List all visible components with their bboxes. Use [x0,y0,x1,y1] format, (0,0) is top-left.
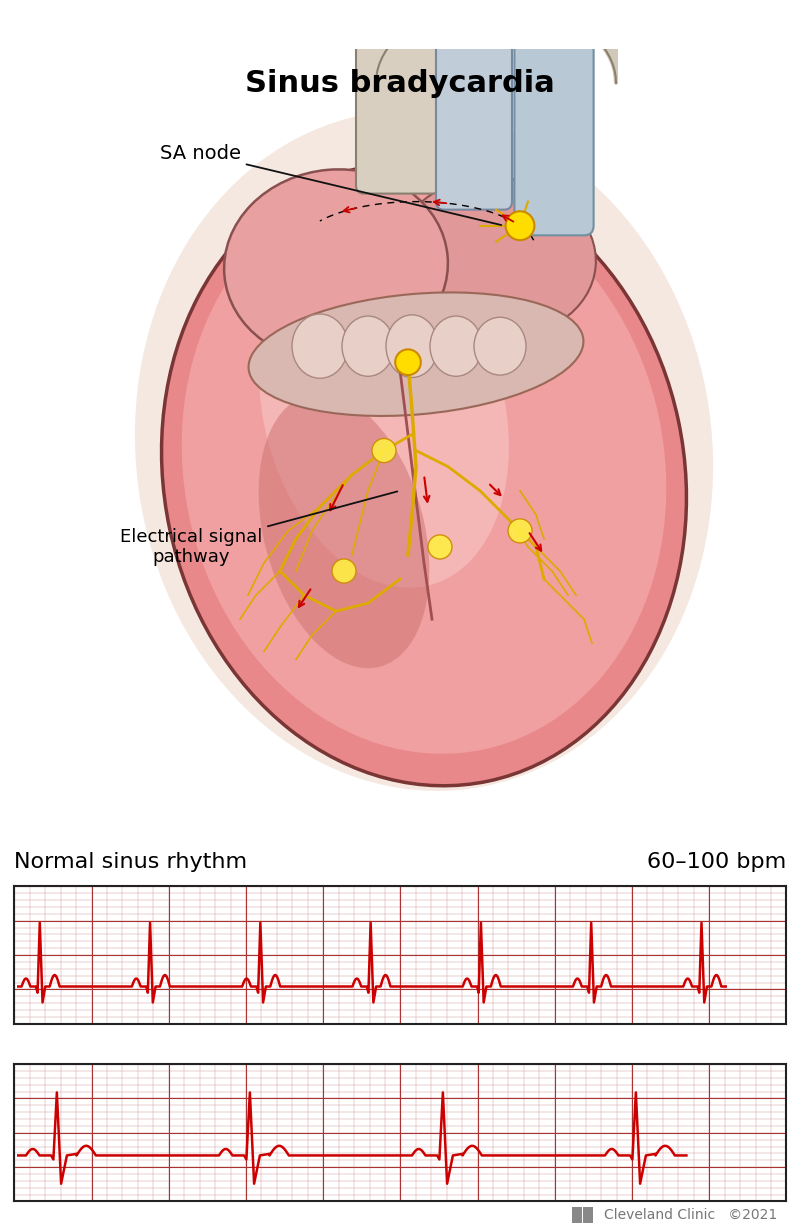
Ellipse shape [249,293,583,416]
Ellipse shape [430,316,482,376]
FancyBboxPatch shape [514,15,594,235]
Ellipse shape [386,315,438,378]
Text: Cleveland Clinic   ©2021: Cleveland Clinic ©2021 [604,1208,778,1222]
FancyBboxPatch shape [356,17,440,194]
Circle shape [428,535,452,559]
Ellipse shape [182,179,666,754]
Circle shape [395,349,421,375]
Bar [583,1208,594,1222]
Bar [572,1208,582,1224]
Bar [572,1208,582,1222]
Text: Normal sinus rhythm: Normal sinus rhythm [14,852,247,872]
Circle shape [372,439,396,462]
Ellipse shape [224,169,448,363]
Ellipse shape [259,233,509,587]
Ellipse shape [396,178,596,338]
FancyBboxPatch shape [436,40,512,210]
Text: Electrical signal
pathway: Electrical signal pathway [120,492,398,566]
Text: < 60 bpm: < 60 bpm [675,1069,786,1089]
Circle shape [506,211,534,240]
Ellipse shape [258,394,430,668]
Text: Sinus bradycardia: Sinus bradycardia [245,69,555,98]
Circle shape [508,519,532,543]
Text: 60–100 bpm: 60–100 bpm [647,852,786,872]
Ellipse shape [474,318,526,375]
Ellipse shape [342,316,394,376]
Text: SA node: SA node [160,143,502,226]
Circle shape [332,559,356,584]
Ellipse shape [292,314,348,379]
Text: Bradycardia: Bradycardia [14,1069,166,1089]
Ellipse shape [135,110,713,791]
Ellipse shape [162,163,686,786]
Bar [583,1208,594,1224]
